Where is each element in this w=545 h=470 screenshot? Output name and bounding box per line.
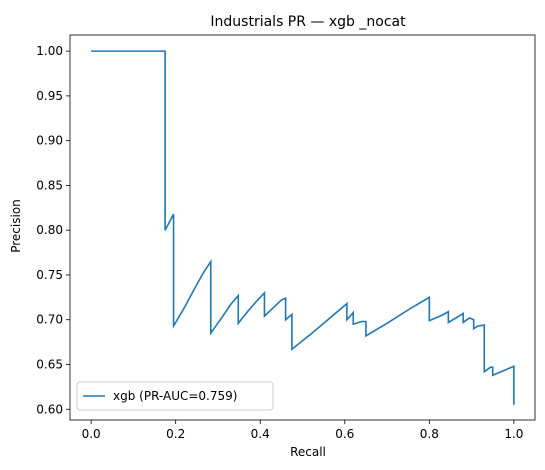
x-tick-label: 0.6 <box>335 427 354 441</box>
y-axis-label: Precision <box>9 199 23 253</box>
legend-box <box>76 381 274 411</box>
x-tick-label: 0.4 <box>251 427 270 441</box>
x-tick-label: 1.0 <box>504 427 523 441</box>
x-tick-label: 0.0 <box>82 427 101 441</box>
chart-title: Industrials PR — xgb _nocat <box>210 14 406 30</box>
x-axis-label: Recall <box>290 445 326 459</box>
y-tick-label: 0.85 <box>36 178 63 192</box>
y-tick-label: 0.95 <box>36 89 63 103</box>
x-tick-label: 0.2 <box>166 427 185 441</box>
series-line-0 <box>91 50 515 405</box>
x-tick-label: 0.8 <box>420 427 439 441</box>
y-tick-label: 0.90 <box>36 134 63 148</box>
y-tick-label: 0.80 <box>36 223 63 237</box>
plot-area: 0.0 0.2 0.4 0.6 0.8 1.0 0.60 0.65 0.70 0.75 0.80 0.… <box>36 34 536 441</box>
legend-entry-label: xgb (PR-AUC=0.759) <box>113 389 237 403</box>
y-tick-label: 0.65 <box>36 357 63 371</box>
legend: xgb (PR-AUC=0.759) <box>76 381 274 411</box>
axes-frame <box>69 34 536 421</box>
y-tick-label: 1.00 <box>36 44 63 58</box>
y-tick-label: 0.60 <box>36 402 63 416</box>
y-tick-label: 0.70 <box>36 313 63 327</box>
y-tick-label: 0.75 <box>36 268 63 282</box>
